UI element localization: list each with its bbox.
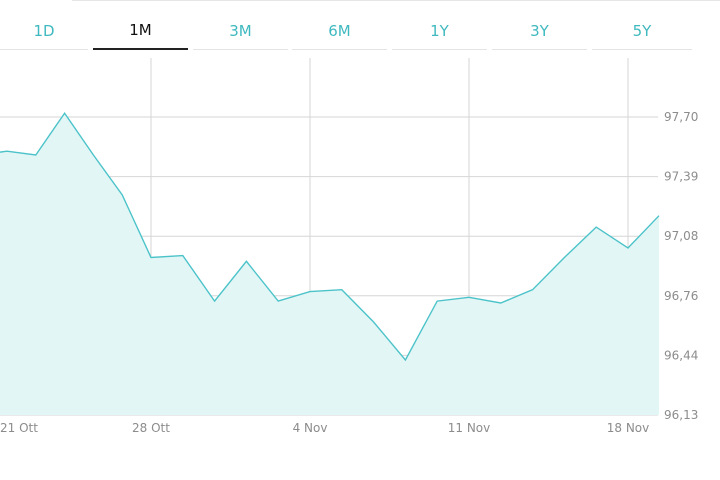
x-tick-label: 21 Ott <box>0 421 38 435</box>
x-axis-labels: 21 Ott 28 Ott 4 Nov 11 Nov 18 Nov <box>0 421 649 435</box>
y-tick-label: 96,76 <box>664 289 698 303</box>
tab-1d[interactable]: 1D <box>0 12 88 50</box>
tab-1y[interactable]: 1Y <box>392 12 487 50</box>
y-axis-labels: 97,70 97,39 97,08 96,76 96,44 96,13 <box>664 110 698 422</box>
y-tick-label: 97,08 <box>664 229 698 243</box>
tab-6m[interactable]: 6M <box>292 12 387 50</box>
tab-1m[interactable]: 1M <box>93 12 188 50</box>
tab-5y[interactable]: 5Y <box>592 12 692 50</box>
x-tick-label: 28 Ott <box>132 421 170 435</box>
y-tick-label: 97,70 <box>664 110 698 124</box>
price-line <box>0 111 660 362</box>
x-tick-label: 4 Nov <box>293 421 328 435</box>
x-tick-label: 11 Nov <box>448 421 491 435</box>
tab-3y[interactable]: 3Y <box>492 12 587 50</box>
price-area-fill <box>0 113 659 415</box>
y-tick-label: 97,39 <box>664 170 698 184</box>
y-tick-label: 96,13 <box>664 408 698 422</box>
period-tabs: 1D 1M 3M 6M 1Y 3Y 5Y <box>0 12 720 52</box>
y-tick-label: 96,44 <box>664 348 698 362</box>
top-divider <box>72 0 720 1</box>
x-tick-label: 18 Nov <box>607 421 650 435</box>
tab-3m[interactable]: 3M <box>193 12 288 50</box>
